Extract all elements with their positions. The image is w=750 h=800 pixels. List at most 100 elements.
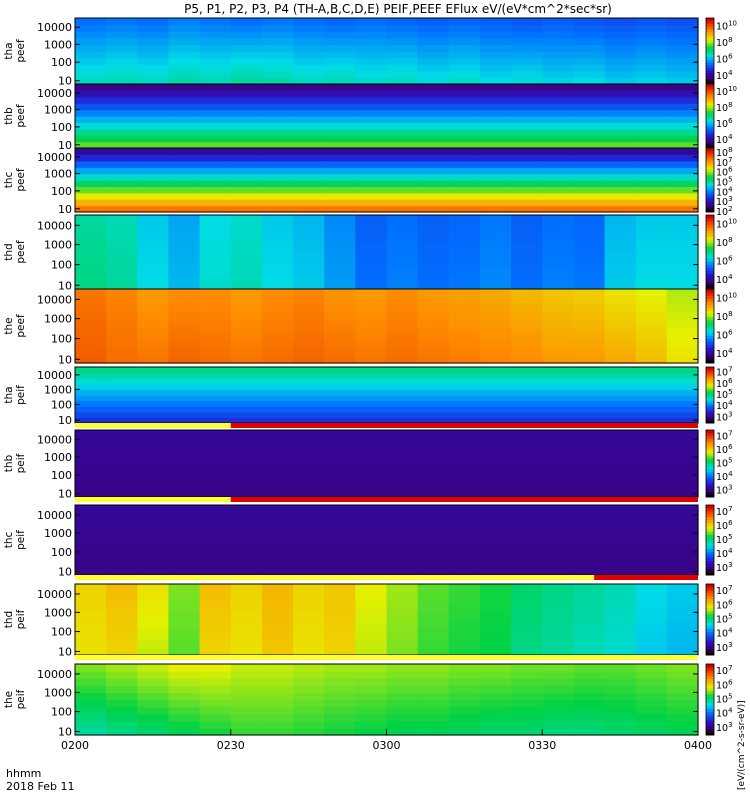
spectrogram-cell bbox=[355, 186, 388, 194]
y-tick-label: 10000 bbox=[37, 369, 72, 382]
spectrogram-cell bbox=[261, 340, 294, 349]
spectrogram-cell bbox=[635, 303, 668, 312]
colorbar-segment bbox=[706, 110, 714, 114]
spectrogram-cell bbox=[542, 436, 574, 444]
spectrogram-cell bbox=[666, 406, 699, 413]
spectrogram-cell bbox=[324, 605, 356, 613]
spectrogram-cell bbox=[635, 626, 668, 635]
spectrogram-cell bbox=[293, 389, 325, 396]
spectrogram-cell bbox=[168, 44, 201, 52]
spectrogram-cell bbox=[542, 167, 574, 175]
spectrogram-cell bbox=[417, 128, 450, 136]
spectrogram-cell bbox=[324, 584, 356, 592]
colorbar-segment bbox=[706, 45, 714, 49]
spectrogram-cell bbox=[666, 372, 699, 379]
spectrogram-cell bbox=[542, 173, 574, 181]
spectrogram-cell bbox=[137, 186, 170, 194]
spectrogram-cell bbox=[417, 57, 450, 65]
spectrogram-cell bbox=[199, 311, 232, 320]
spectrogram-cell bbox=[261, 259, 294, 268]
spectrogram-cell bbox=[75, 259, 107, 268]
spectrogram-cell bbox=[199, 692, 232, 701]
spectrogram-cell bbox=[573, 685, 606, 693]
colorbar-segment bbox=[706, 166, 714, 170]
spectrogram-cell bbox=[324, 533, 356, 541]
spectrogram-cell bbox=[261, 70, 294, 78]
spectrogram-cell bbox=[324, 173, 356, 181]
spectrogram-cell bbox=[448, 378, 481, 385]
colorbar-segment bbox=[706, 469, 714, 473]
spectrogram-cell bbox=[386, 526, 419, 534]
spectrogram-cell bbox=[604, 598, 637, 606]
spectrogram-cell bbox=[261, 167, 294, 175]
spectrogram-cell bbox=[479, 372, 512, 379]
spectrogram-cell bbox=[635, 215, 668, 223]
spectrogram-cell bbox=[386, 44, 419, 52]
colorbar-segment bbox=[706, 221, 714, 225]
spectrogram-cell bbox=[635, 318, 668, 327]
spectrogram-cell bbox=[635, 619, 668, 628]
spectrogram-cell bbox=[355, 706, 388, 715]
spectrogram-cell bbox=[230, 476, 263, 485]
spectrogram-cell bbox=[293, 311, 325, 320]
spectrogram-cell bbox=[355, 296, 388, 305]
spectrogram-cell bbox=[573, 727, 606, 736]
spectrogram-cell bbox=[666, 70, 699, 78]
spectrogram-cell bbox=[261, 591, 294, 599]
spectrogram-cell bbox=[542, 259, 574, 268]
spectrogram-cell bbox=[542, 443, 574, 451]
spectrogram-cell bbox=[635, 18, 668, 26]
spectrogram-cell bbox=[511, 692, 543, 701]
spectrogram-cell bbox=[635, 64, 668, 72]
spectrogram-cell bbox=[230, 186, 263, 194]
colorbar-segment bbox=[706, 572, 714, 576]
colorbar-segment bbox=[706, 64, 714, 68]
spectrogram-cell bbox=[417, 647, 450, 656]
spectrogram-cell bbox=[106, 526, 138, 534]
colorbar-segment bbox=[706, 463, 714, 467]
spectrogram-cell bbox=[386, 456, 419, 465]
colorbar-segment bbox=[706, 185, 714, 189]
spectrogram-cell bbox=[386, 568, 419, 576]
spectrogram-cell bbox=[324, 96, 356, 104]
spectrogram-cell bbox=[479, 463, 512, 471]
spectrogram-cell bbox=[573, 561, 606, 569]
spectrogram-cell bbox=[293, 348, 325, 357]
spectrogram-cell bbox=[75, 378, 107, 385]
spectrogram-cell bbox=[573, 526, 606, 534]
spectrogram-cell bbox=[573, 547, 606, 555]
spectrogram-cell bbox=[168, 633, 201, 642]
spectrogram-cell bbox=[448, 561, 481, 569]
spectrogram-cell bbox=[75, 598, 107, 606]
spectrogram-cell bbox=[230, 355, 263, 364]
spectrogram-cell bbox=[106, 720, 138, 729]
spectrogram-cell bbox=[293, 229, 325, 238]
spectrogram-cell bbox=[417, 456, 450, 465]
spectrogram-cell bbox=[293, 417, 325, 424]
spectrogram-cell bbox=[604, 389, 637, 396]
spectrogram-cell bbox=[542, 37, 574, 45]
spectrogram-cell bbox=[542, 554, 574, 562]
spectrogram-cell bbox=[75, 128, 107, 136]
panel-probe-label: thc bbox=[3, 532, 15, 549]
spectrogram-cell bbox=[573, 476, 606, 485]
spectrogram-cell bbox=[479, 450, 512, 458]
spectrogram-cell bbox=[417, 612, 450, 621]
colorbar-tick-label: 1010 bbox=[716, 291, 737, 304]
spectrogram-cell bbox=[666, 470, 699, 478]
spectrogram-cell bbox=[635, 244, 668, 253]
spectrogram-cell bbox=[666, 318, 699, 327]
spectrogram-cell bbox=[386, 633, 419, 642]
spectrogram-cell bbox=[386, 727, 419, 736]
spectrogram-cell bbox=[511, 296, 543, 305]
spectrogram-cell bbox=[324, 192, 356, 200]
spectrogram-cell bbox=[479, 568, 512, 576]
spectrogram-cell bbox=[666, 619, 699, 628]
spectrogram-cell bbox=[635, 395, 668, 402]
spectrogram-cell bbox=[199, 51, 232, 59]
spectrogram-cell bbox=[168, 450, 201, 458]
spectrogram-cell bbox=[604, 84, 637, 91]
colorbar-segment bbox=[706, 78, 714, 82]
spectrogram-cell bbox=[542, 333, 574, 342]
spectrogram-cell bbox=[230, 141, 263, 149]
